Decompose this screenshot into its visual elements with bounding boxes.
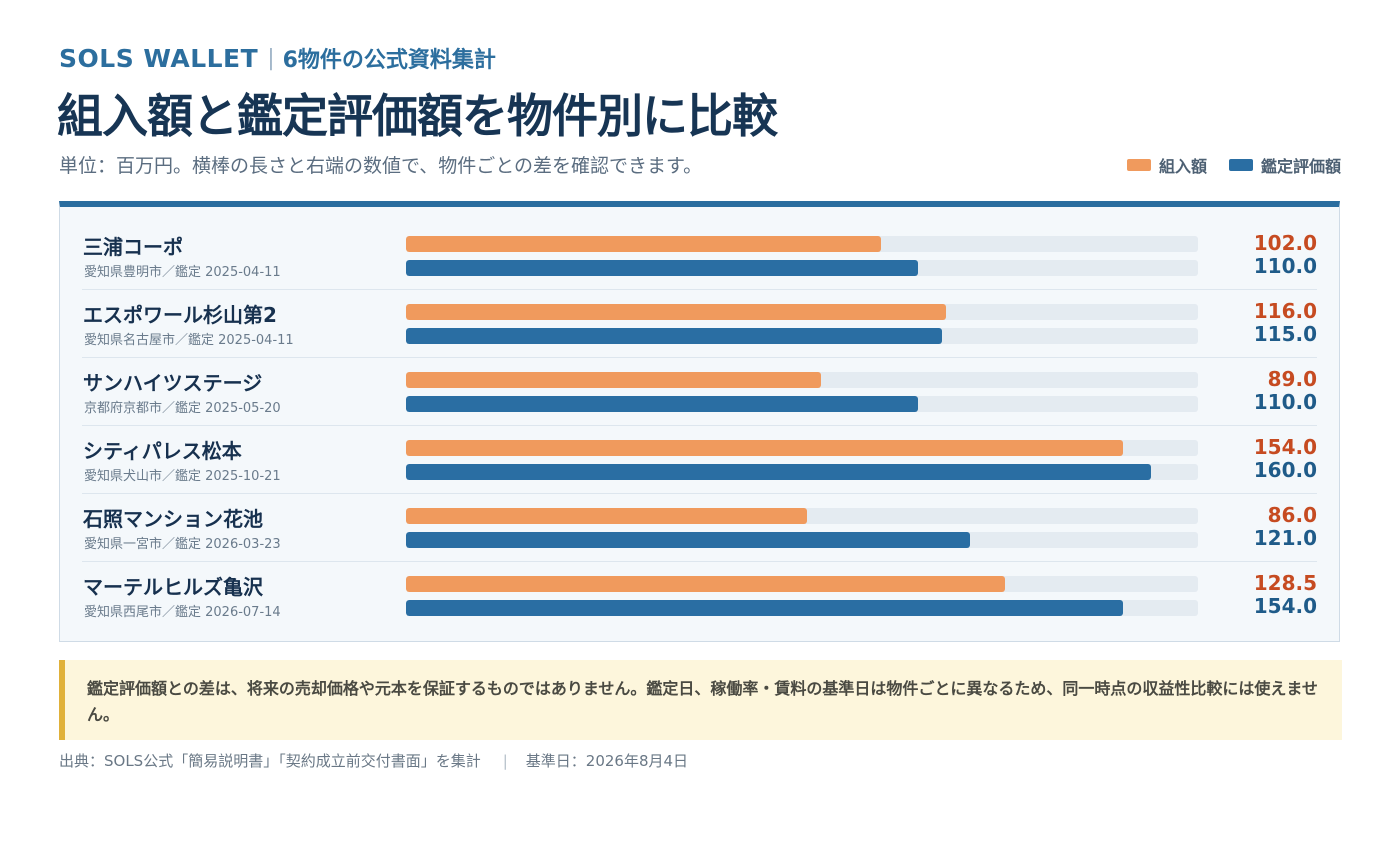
property-meta: 愛知県一宮市／鑑定 2026-03-23 (84, 537, 281, 552)
kicker-separator: | (267, 46, 275, 71)
acquisition-bar-track (406, 576, 1198, 592)
appraisal-bar-track (406, 464, 1198, 480)
property-meta: 京都府京都市／鑑定 2025-05-20 (84, 401, 281, 416)
acquisition-bar-track (406, 440, 1198, 456)
acquisition-bar (406, 440, 1124, 456)
footer: 出典：SOLS公式「簡易説明書」「契約成立前交付書面」を集計 | 基準日：2026年… (59, 750, 688, 771)
acquisition-bar-track (406, 236, 1198, 252)
row-divider (82, 493, 1317, 494)
row-divider (82, 425, 1317, 426)
property-name: エスポワール杉山第2 (83, 303, 277, 327)
acquisition-bar-track (406, 372, 1198, 388)
property-name: マーテルヒルズ亀沢 (83, 575, 263, 599)
appraisal-value-label: 115.0 (1253, 322, 1317, 346)
appraisal-value-label: 110.0 (1253, 390, 1317, 414)
row-divider (82, 289, 1317, 290)
chart-rows: 三浦コーポ 愛知県豊明市／鑑定 2025-04-11 102.0 110.0 エスポワー… (60, 207, 1339, 641)
appraisal-bar-track (406, 260, 1198, 276)
property-name: シティパレス松本 (83, 439, 242, 463)
acquisition-bar-track (406, 304, 1198, 320)
property-meta: 愛知県豊明市／鑑定 2025-04-11 (84, 265, 281, 280)
acquisition-bar (406, 304, 947, 320)
appraisal-bar (406, 600, 1124, 616)
property-name: サンハイツステージ (83, 371, 263, 395)
row-divider (82, 357, 1317, 358)
acquisition-value-label: 116.0 (1253, 299, 1317, 323)
footer-separator: | (502, 752, 508, 770)
property-meta: 愛知県犬山市／鑑定 2025-10-21 (84, 469, 281, 484)
chart-row: 石照マンション花池愛知県一宮市／鑑定 2026-03-23 86.0 121.0 (60, 479, 1339, 552)
chart-row: マーテルヒルズ亀沢愛知県西尾市／鑑定 2026-07-14 128.5 154.0 (60, 547, 1339, 620)
property-meta: 愛知県名古屋市／鑑定 2025-04-11 (84, 333, 294, 348)
kicker: SOLS WALLET | 6物件の公式資料集計 (59, 42, 496, 74)
kicker-subtitle: 6物件の公式資料集計 (282, 48, 496, 73)
chart-panel: 三浦コーポ 愛知県豊明市／鑑定 2025-04-11 102.0 110.0 エスポワー… (59, 201, 1340, 642)
appraisal-bar-track (406, 328, 1198, 344)
acquisition-value-label: 154.0 (1253, 435, 1317, 459)
appraisal-bar (406, 328, 942, 344)
footer-date: 基準日：2026年8月4日 (525, 752, 689, 770)
appraisal-value-label: 154.0 (1253, 594, 1317, 618)
legend-swatch-acquisition (1126, 159, 1151, 171)
legend-item-appraisal: 鑑定評価額 (1228, 153, 1341, 177)
chart-legend: 組入額 鑑定評価額 (1126, 153, 1341, 177)
acquisition-bar (406, 508, 807, 524)
appraisal-value-label: 160.0 (1253, 458, 1317, 482)
legend-label-acquisition: 組入額 (1158, 157, 1207, 176)
appraisal-bar (406, 396, 919, 412)
appraisal-bar (406, 464, 1152, 480)
appraisal-bar (406, 260, 919, 276)
chart-row: シティパレス松本愛知県犬山市／鑑定 2025-10-21 154.0 160.0 (60, 411, 1339, 484)
chart-row: 三浦コーポ愛知県豊明市／鑑定 2025-04-11 102.0 110.0 (60, 207, 1339, 280)
appraisal-value-label: 110.0 (1253, 254, 1317, 278)
legend-label-appraisal: 鑑定評価額 (1260, 157, 1341, 176)
acquisition-value-label: 89.0 (1267, 367, 1317, 391)
appraisal-bar-track (406, 532, 1198, 548)
acquisition-bar-track (406, 508, 1198, 524)
appraisal-value-label: 121.0 (1253, 526, 1317, 550)
acquisition-value-label: 86.0 (1267, 503, 1317, 527)
disclaimer-notice: 鑑定評価額との差は、将来の売却価格や元本を保証するものではありません。鑑定日、稼… (59, 660, 1342, 740)
legend-swatch-appraisal (1228, 159, 1253, 171)
appraisal-bar-track (406, 600, 1198, 616)
row-divider (82, 561, 1317, 562)
chart-row: サンハイツステージ京都府京都市／鑑定 2025-05-20 89.0 110.0 (60, 343, 1339, 416)
acquisition-bar (406, 372, 821, 388)
acquisition-value-label: 128.5 (1253, 571, 1317, 595)
appraisal-bar (406, 532, 970, 548)
page-title: 組入額と鑑定評価額を物件別に比較 (57, 89, 778, 143)
chart-row: エスポワール杉山第2 愛知県名古屋市／鑑定 2025-04-11 116.0 115.… (60, 275, 1339, 348)
property-name: 石照マンション花池 (83, 507, 263, 531)
appraisal-bar-track (406, 396, 1198, 412)
property-meta: 愛知県西尾市／鑑定 2026-07-14 (84, 605, 281, 620)
acquisition-value-label: 102.0 (1253, 231, 1317, 255)
brand-name: SOLS WALLET (59, 44, 259, 73)
acquisition-bar (406, 576, 1005, 592)
acquisition-bar (406, 236, 882, 252)
legend-item-acquisition: 組入額 (1126, 153, 1207, 177)
footer-source: 出典：SOLS公式「簡易説明書」「契約成立前交付書面」を集計 (59, 752, 481, 770)
property-name: 三浦コーポ (83, 235, 183, 259)
unit-note: 単位：百万円。横棒の長さと右端の数値で、物件ごとの差を確認できます。 (59, 155, 703, 177)
